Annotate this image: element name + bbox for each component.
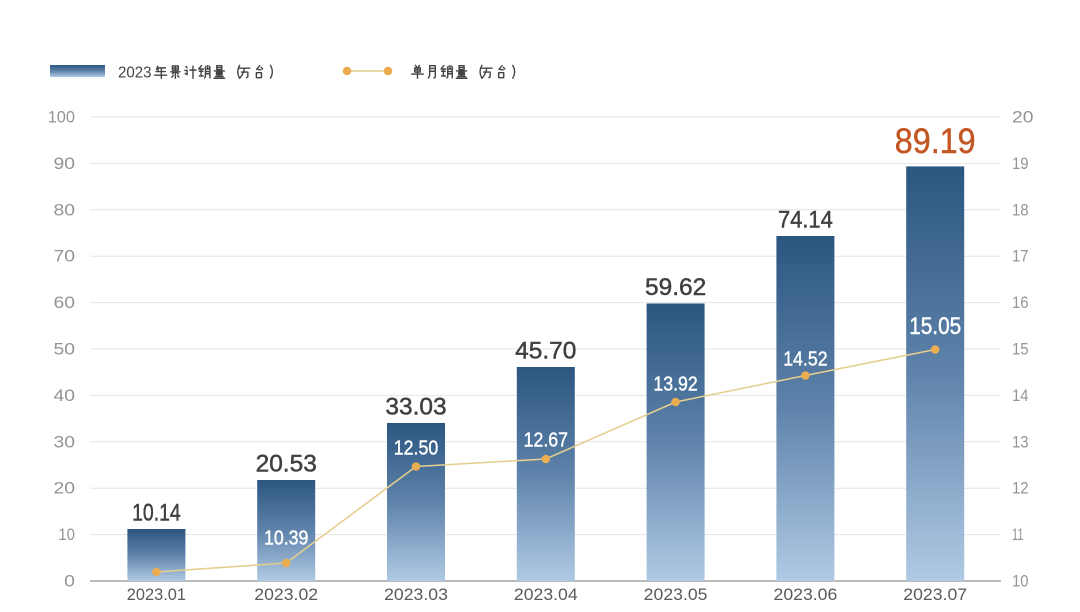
svg-text:70: 70 [54, 247, 76, 266]
svg-text:14.52: 14.52 [783, 348, 827, 371]
svg-text:90: 90 [54, 154, 76, 173]
svg-text:2023: 2023 [118, 65, 152, 82]
svg-text:30: 30 [54, 432, 76, 451]
svg-text:59.62: 59.62 [645, 274, 706, 301]
svg-text:17: 17 [1012, 247, 1029, 266]
svg-text:89.19: 89.19 [895, 122, 976, 161]
svg-text:15.05: 15.05 [909, 313, 961, 340]
svg-text:16: 16 [1012, 293, 1029, 312]
svg-text:0: 0 [64, 572, 75, 591]
svg-text:13: 13 [1012, 432, 1029, 451]
svg-text:2023.02: 2023.02 [254, 585, 318, 604]
svg-text:74.14: 74.14 [778, 207, 833, 234]
svg-text:10.39: 10.39 [264, 527, 308, 550]
svg-text:2023.04: 2023.04 [514, 585, 578, 604]
svg-text:12.67: 12.67 [524, 429, 568, 452]
svg-text:2023.07: 2023.07 [903, 585, 967, 604]
svg-text:100: 100 [48, 108, 75, 127]
svg-text:40: 40 [54, 386, 76, 405]
svg-text:45.70: 45.70 [515, 338, 576, 365]
svg-text:12: 12 [1012, 479, 1029, 498]
svg-text:15: 15 [1012, 340, 1029, 359]
svg-text:2023.06: 2023.06 [774, 585, 838, 604]
svg-text:14: 14 [1012, 386, 1029, 405]
svg-text:13.92: 13.92 [653, 373, 697, 396]
svg-text:2023.03: 2023.03 [384, 585, 448, 604]
svg-text:10: 10 [58, 525, 75, 544]
svg-text:2023.01: 2023.01 [127, 585, 186, 604]
svg-text:60: 60 [54, 293, 76, 312]
svg-text:10: 10 [1012, 572, 1029, 591]
svg-text:12.50: 12.50 [394, 437, 438, 460]
svg-text:19: 19 [1012, 154, 1029, 173]
svg-text:20: 20 [1012, 108, 1034, 127]
svg-text:50: 50 [54, 340, 76, 359]
svg-text:33.03: 33.03 [385, 394, 446, 421]
svg-text:11: 11 [1012, 525, 1024, 544]
svg-text:80: 80 [54, 200, 76, 219]
svg-text:20: 20 [54, 479, 76, 498]
svg-text:18: 18 [1012, 200, 1029, 219]
svg-text:20.53: 20.53 [256, 451, 317, 478]
svg-text:2023.05: 2023.05 [644, 585, 708, 604]
svg-text:10.14: 10.14 [132, 500, 181, 527]
